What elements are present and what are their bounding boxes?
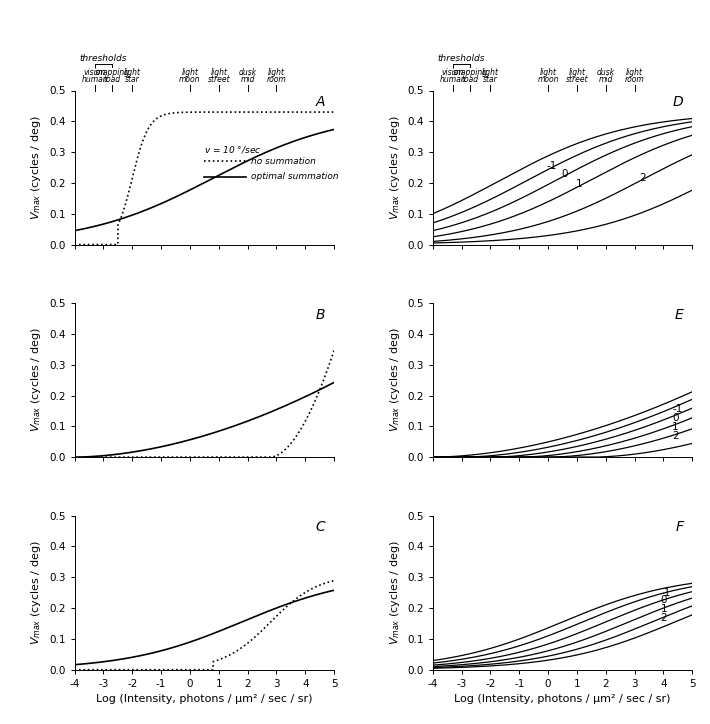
Text: vision: vision — [442, 68, 464, 77]
Text: optimal summation: optimal summation — [251, 172, 339, 181]
Text: D: D — [672, 95, 683, 109]
Text: moon: moon — [537, 75, 559, 84]
Y-axis label: $V_{max}$ (cycles / deg): $V_{max}$ (cycles / deg) — [30, 115, 43, 220]
Text: snapping: snapping — [453, 68, 488, 77]
Text: -1: -1 — [547, 161, 557, 172]
Text: 1: 1 — [672, 421, 679, 432]
Text: 0: 0 — [660, 595, 667, 605]
Y-axis label: $V_{max}$ (cycles / deg): $V_{max}$ (cycles / deg) — [388, 540, 402, 645]
Text: thresholds: thresholds — [80, 54, 127, 63]
Text: E: E — [674, 308, 683, 321]
X-axis label: Log (Intensity, photons / μm² / sec / sr): Log (Intensity, photons / μm² / sec / sr… — [96, 694, 312, 704]
Text: light: light — [626, 68, 643, 77]
Y-axis label: $V_{max}$ (cycles / deg): $V_{max}$ (cycles / deg) — [30, 540, 43, 645]
Text: light: light — [268, 68, 285, 77]
Text: B: B — [315, 308, 325, 321]
Text: $v$ = 10 $\degree$/sec: $v$ = 10 $\degree$/sec — [204, 143, 262, 155]
Text: -1: -1 — [660, 588, 671, 598]
Y-axis label: $V_{max}$ (cycles / deg): $V_{max}$ (cycles / deg) — [30, 328, 43, 432]
Text: star: star — [483, 75, 498, 84]
Y-axis label: $V_{max}$ (cycles / deg): $V_{max}$ (cycles / deg) — [388, 328, 402, 432]
Text: toad: toad — [104, 75, 121, 84]
Text: room: room — [625, 75, 645, 84]
Text: light: light — [210, 68, 227, 77]
Text: light: light — [540, 68, 557, 77]
Text: human: human — [82, 75, 108, 84]
Text: 0: 0 — [561, 169, 567, 179]
Text: mid: mid — [241, 75, 255, 84]
Text: vision: vision — [84, 68, 106, 77]
X-axis label: Log (Intensity, photons / μm² / sec / sr): Log (Intensity, photons / μm² / sec / sr… — [454, 694, 671, 704]
Text: light: light — [124, 68, 141, 77]
Text: human: human — [439, 75, 466, 84]
Text: snapping: snapping — [94, 68, 130, 77]
Text: -1: -1 — [672, 404, 682, 414]
Text: star: star — [125, 75, 140, 84]
Text: room: room — [266, 75, 286, 84]
Text: street: street — [207, 75, 230, 84]
Text: light: light — [482, 68, 499, 77]
Text: mid: mid — [599, 75, 613, 84]
Text: 1: 1 — [660, 604, 667, 614]
Text: 0: 0 — [672, 413, 679, 423]
Text: 2: 2 — [672, 432, 679, 442]
Y-axis label: $V_{max}$ (cycles / deg): $V_{max}$ (cycles / deg) — [388, 115, 402, 220]
Text: dusk: dusk — [596, 68, 615, 77]
Text: no summation: no summation — [251, 157, 316, 166]
Text: 2: 2 — [639, 173, 645, 182]
Text: street: street — [566, 75, 588, 84]
Text: toad: toad — [462, 75, 479, 84]
Text: 2: 2 — [660, 613, 667, 623]
Text: F: F — [675, 521, 683, 534]
Text: thresholds: thresholds — [438, 54, 486, 63]
Text: moon: moon — [179, 75, 201, 84]
Text: 1: 1 — [575, 180, 582, 189]
Text: C: C — [315, 521, 325, 534]
Text: light: light — [181, 68, 198, 77]
Text: dusk: dusk — [239, 68, 256, 77]
Text: A: A — [315, 95, 325, 109]
Text: light: light — [569, 68, 586, 77]
